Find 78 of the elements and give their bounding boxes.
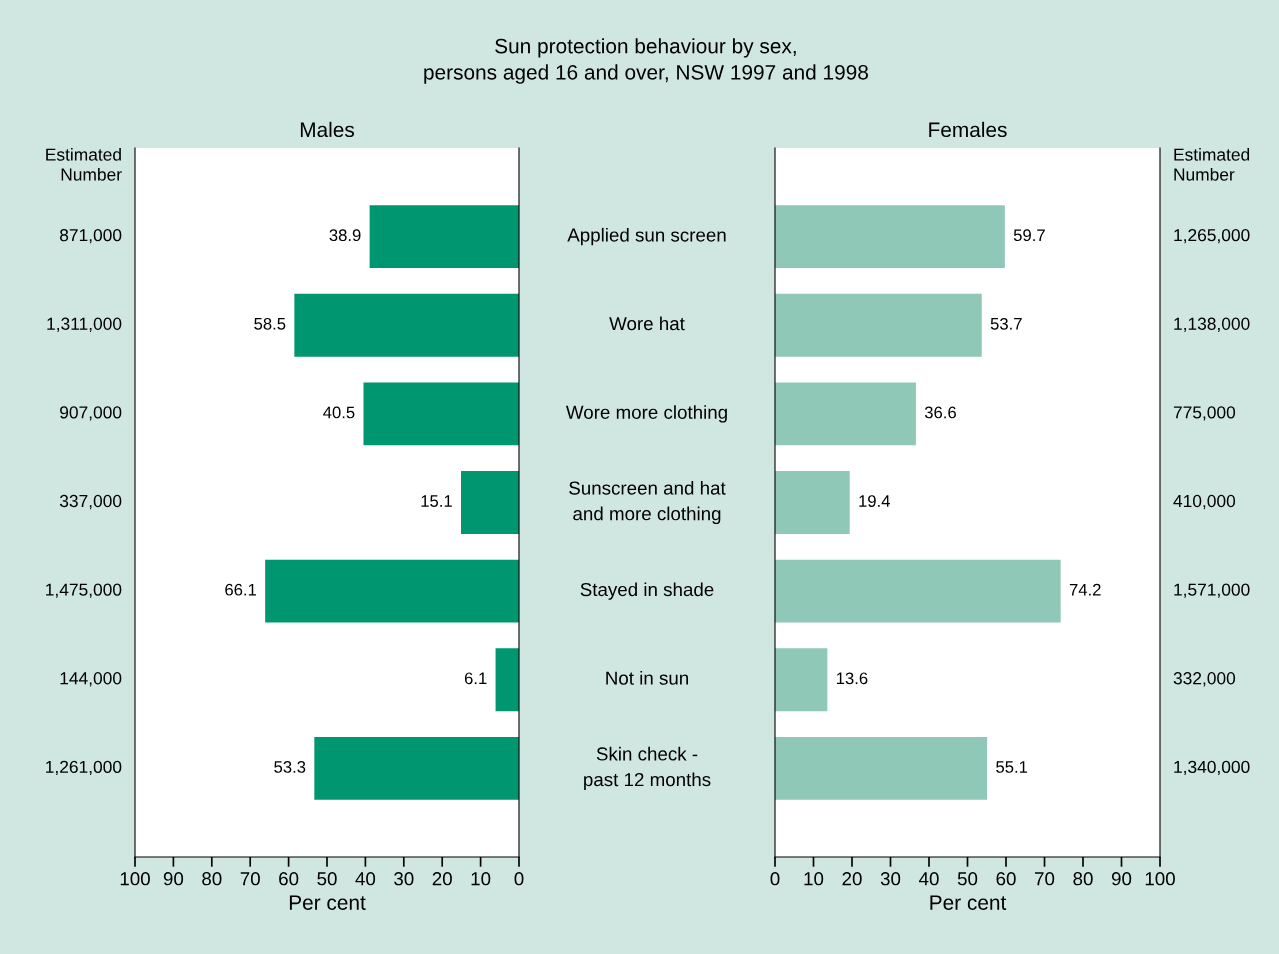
x-tick-label: 70	[1035, 872, 1055, 886]
x-tick-label: 30	[394, 872, 414, 886]
data-label: 19.4	[859, 495, 890, 507]
data-label: 38.9	[329, 229, 361, 242]
text: Sun protection behaviour by sex, persons aged 16 and over, NSW 1997 and 1998	[424, 38, 868, 84]
text: 1,261,000	[46, 760, 122, 776]
text: Estimated Number	[46, 148, 122, 181]
x-tick-label: 50	[957, 872, 978, 886]
data-label: 74.2	[1069, 583, 1101, 596]
bar	[775, 382, 916, 446]
bar	[775, 471, 850, 534]
text: 1,138,000	[1174, 317, 1250, 332]
data-label: 13.6	[836, 672, 868, 685]
x-tick-label: 50	[317, 872, 337, 886]
bar	[775, 559, 1061, 623]
text: 1,475,000	[46, 583, 122, 598]
x-tick-label: 0	[514, 872, 524, 886]
text: 1,311,000	[47, 317, 122, 332]
bar	[461, 471, 519, 534]
x-tick-label: 100	[1145, 872, 1175, 886]
bar	[369, 205, 519, 269]
text: Estimated Number	[1174, 148, 1250, 181]
text: 1,340,000	[1174, 760, 1250, 776]
x-tick-label: 40	[919, 872, 939, 886]
x-tick-label: 60	[996, 872, 1016, 886]
text: 337,000	[59, 494, 122, 510]
bar	[775, 648, 828, 712]
x-axis-title: Per cent	[930, 895, 1007, 910]
text: 410,000	[1173, 494, 1236, 510]
y-tick-label: Wore hat	[609, 316, 685, 331]
bar	[363, 382, 519, 446]
data-label: 53.3	[274, 761, 306, 773]
y-tick-label: Skin check - past 12 months	[584, 746, 711, 790]
bar	[775, 736, 988, 800]
x-tick-label: 80	[1073, 872, 1093, 886]
x-tick-label: 90	[163, 872, 184, 886]
y-tick-label: Wore more clothing	[565, 405, 727, 423]
x-tick-label: 30	[880, 872, 901, 886]
x-tick-label: 90	[1111, 872, 1132, 886]
y-tick-label: Stayed in shade	[580, 582, 714, 600]
y-tick-label: Not in sun	[606, 671, 688, 685]
x-tick-label: 100	[120, 872, 150, 886]
text: 871,000	[60, 228, 122, 244]
data-label: 58.5	[254, 317, 286, 330]
x-tick-label: 10	[471, 872, 491, 886]
text: 144,000	[60, 672, 122, 687]
bar	[265, 559, 519, 623]
x-tick-label: 60	[279, 872, 299, 886]
data-label: 53.7	[990, 317, 1022, 330]
bar	[495, 648, 519, 712]
bar	[314, 736, 519, 800]
text: 1,265,000	[1174, 228, 1250, 244]
data-label: 15.1	[421, 495, 452, 507]
text: 775,000	[1173, 406, 1236, 421]
chart-title: Females	[929, 121, 1007, 138]
text: 1,571,000	[1174, 583, 1250, 598]
x-tick-label: 20	[432, 872, 452, 886]
x-tick-label: 0	[770, 872, 780, 886]
data-label: 66.1	[225, 583, 257, 596]
x-tick-label: 80	[202, 872, 222, 886]
chart-title: Males	[300, 121, 355, 138]
bar	[294, 293, 519, 357]
data-label: 36.6	[924, 406, 956, 419]
x-axis-title: Per cent	[289, 895, 366, 910]
text: 907,000	[60, 406, 122, 421]
bar	[775, 293, 982, 357]
data-label: 6.1	[464, 672, 487, 685]
data-label: 40.5	[323, 406, 355, 419]
y-tick-label: Sunscreen and hat and more clothing	[569, 480, 726, 525]
data-label: 55.1	[996, 761, 1028, 773]
y-tick-label: Applied sun screen	[567, 227, 726, 246]
x-tick-label: 40	[355, 872, 376, 886]
text: 332,000	[1173, 672, 1236, 687]
bar	[775, 205, 1005, 269]
data-label: 59.7	[1013, 229, 1045, 242]
x-tick-label: 70	[240, 872, 260, 886]
x-tick-label: 10	[804, 872, 824, 886]
x-tick-label: 20	[842, 872, 862, 886]
